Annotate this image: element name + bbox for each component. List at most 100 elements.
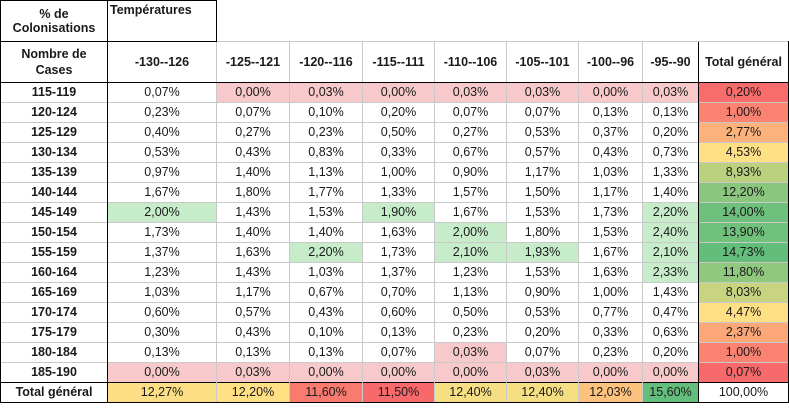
value-cell: 0,27%: [216, 122, 290, 143]
value-cell: 0,67%: [434, 142, 507, 163]
value-cell: 0,43%: [216, 322, 290, 343]
row-label[interactable]: 115-119: [0, 82, 108, 103]
row-label[interactable]: 130-134: [0, 142, 108, 163]
row-label[interactable]: 185-190: [0, 362, 108, 383]
value-cell: 1,37%: [107, 242, 217, 263]
value-cell: 0,00%: [578, 362, 643, 383]
value-cell: 0,70%: [362, 282, 435, 303]
value-cell: 1,00%: [578, 282, 643, 303]
row-total-cell: 11,80%: [698, 262, 789, 283]
value-cell: 0,07%: [434, 102, 507, 123]
value-cell: 0,03%: [506, 82, 579, 103]
value-cell: 0,07%: [506, 342, 579, 363]
table-row: 175-179 0,30% 0,43% 0,10% 0,13% 0,23% 0,20% 0,3…: [0, 322, 789, 343]
value-cell: 0,40%: [107, 122, 217, 143]
value-cell: 0,20%: [362, 102, 435, 123]
value-cell: 0,20%: [642, 122, 699, 143]
column-header: -105--101: [506, 41, 579, 83]
value-cell: 1,43%: [216, 202, 290, 223]
value-cell: 1,03%: [289, 262, 363, 283]
value-cell: 1,67%: [434, 202, 507, 223]
value-cell: 1,90%: [362, 202, 435, 223]
row-total-cell: 0,07%: [698, 362, 789, 383]
row-label[interactable]: 150-154: [0, 222, 108, 243]
value-cell: 1,63%: [578, 262, 643, 283]
value-cell: 0,23%: [434, 322, 507, 343]
table-row: 120-124 0,23% 0,07% 0,10% 0,20% 0,07% 0,07% 0,1…: [0, 102, 789, 123]
value-cell: 12,40%: [434, 382, 507, 403]
column-header: -100--96: [578, 41, 643, 83]
value-cell: 2,10%: [642, 242, 699, 263]
row-label[interactable]: 175-179: [0, 322, 108, 343]
row-total-cell: 0,20%: [698, 82, 789, 103]
value-cell: 0,10%: [289, 322, 363, 343]
value-cell: 0,13%: [289, 342, 363, 363]
column-header: -115--111: [362, 41, 435, 83]
value-cell: 0,00%: [578, 82, 643, 103]
corner-label: % de Colonisations: [0, 0, 108, 42]
row-label[interactable]: 170-174: [0, 302, 108, 323]
value-cell: 0,23%: [578, 342, 643, 363]
value-cell: 1,33%: [362, 182, 435, 203]
row-label[interactable]: 140-144: [0, 182, 108, 203]
row-total-cell: 8,03%: [698, 282, 789, 303]
row-label[interactable]: 165-169: [0, 282, 108, 303]
value-cell: 0,07%: [362, 342, 435, 363]
grand-total-label[interactable]: Total général: [0, 382, 108, 403]
row-field-label[interactable]: Nombre de Cases: [0, 41, 108, 83]
value-cell: 2,00%: [434, 222, 507, 243]
value-cell: 0,00%: [434, 362, 507, 383]
value-cell: 0,00%: [642, 362, 699, 383]
value-cell: 0,23%: [107, 102, 217, 123]
value-cell: 0,03%: [434, 342, 507, 363]
value-cell: 1,80%: [506, 222, 579, 243]
value-cell: 0,53%: [107, 142, 217, 163]
row-label[interactable]: 120-124: [0, 102, 108, 123]
value-cell: 1,17%: [506, 162, 579, 183]
value-cell: 2,20%: [642, 202, 699, 223]
value-cell: 1,67%: [578, 242, 643, 263]
value-cell: 0,60%: [362, 302, 435, 323]
value-cell: 12,20%: [216, 382, 290, 403]
value-cell: 0,33%: [578, 322, 643, 343]
value-cell: 1,40%: [216, 162, 290, 183]
value-cell: 12,40%: [506, 382, 579, 403]
row-label[interactable]: 160-164: [0, 262, 108, 283]
value-cell: 0,13%: [362, 322, 435, 343]
row-total-cell: 4,47%: [698, 302, 789, 323]
value-cell: 2,10%: [434, 242, 507, 263]
value-cell: 1,73%: [578, 202, 643, 223]
value-cell: 0,13%: [642, 102, 699, 123]
value-cell: 0,00%: [289, 362, 363, 383]
value-cell: 11,50%: [362, 382, 435, 403]
value-cell: 0,90%: [434, 162, 507, 183]
value-cell: 0,90%: [506, 282, 579, 303]
value-cell: 0,47%: [642, 302, 699, 323]
table-row: 125-129 0,40% 0,27% 0,23% 0,50% 0,27% 0,53% 0,3…: [0, 122, 789, 143]
table-row: 185-190 0,00% 0,03% 0,00% 0,00% 0,00% 0,03% 0,0…: [0, 362, 789, 383]
value-cell: 0,00%: [362, 362, 435, 383]
value-cell: 0,03%: [216, 362, 290, 383]
row-label[interactable]: 125-129: [0, 122, 108, 143]
value-cell: 1,23%: [107, 262, 217, 283]
value-cell: 0,53%: [506, 122, 579, 143]
row-label[interactable]: 135-139: [0, 162, 108, 183]
value-cell: 0,03%: [289, 82, 363, 103]
value-cell: 12,27%: [107, 382, 217, 403]
column-field-label[interactable]: Températures: [107, 0, 217, 42]
row-total-cell: 1,00%: [698, 342, 789, 363]
value-cell: 0,73%: [642, 142, 699, 163]
value-cell: 1,43%: [216, 262, 290, 283]
value-cell: 1,03%: [578, 162, 643, 183]
column-header: -130--126: [107, 41, 217, 83]
row-label[interactable]: 180-184: [0, 342, 108, 363]
value-cell: 0,50%: [362, 122, 435, 143]
value-cell: 0,20%: [506, 322, 579, 343]
value-cell: 1,40%: [289, 222, 363, 243]
row-label[interactable]: 145-149: [0, 202, 108, 223]
value-cell: 1,67%: [107, 182, 217, 203]
row-label[interactable]: 155-159: [0, 242, 108, 263]
value-cell: 1,13%: [289, 162, 363, 183]
value-cell: 0,10%: [289, 102, 363, 123]
value-cell: 0,00%: [216, 82, 290, 103]
